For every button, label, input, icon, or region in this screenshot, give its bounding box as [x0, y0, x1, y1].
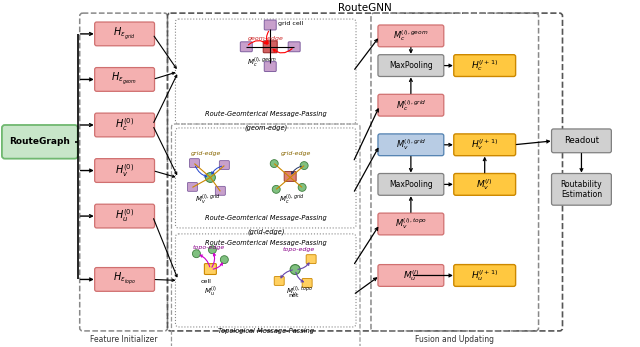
Text: Route-Geomterical Message-Passing: Route-Geomterical Message-Passing — [205, 111, 326, 117]
Text: $M_u^{(l)}$: $M_u^{(l)}$ — [403, 268, 419, 283]
FancyBboxPatch shape — [454, 55, 516, 76]
FancyBboxPatch shape — [2, 125, 77, 159]
Text: $M_c^{(l),grid}$: $M_c^{(l),grid}$ — [279, 193, 305, 206]
FancyBboxPatch shape — [378, 174, 444, 195]
Text: RouteGNN: RouteGNN — [338, 3, 392, 13]
Text: topo-edge: topo-edge — [283, 247, 316, 252]
Text: $H_{\varepsilon_{geom}}$: $H_{\varepsilon_{geom}}$ — [111, 71, 138, 87]
FancyBboxPatch shape — [454, 265, 516, 286]
Text: grid-edge: grid-edge — [191, 151, 221, 156]
FancyBboxPatch shape — [240, 42, 252, 52]
Text: $M_c^{(l),geom}$: $M_c^{(l),geom}$ — [248, 56, 277, 69]
Text: net: net — [288, 293, 298, 298]
Text: $H_c^{(0)}$: $H_c^{(0)}$ — [115, 117, 134, 133]
FancyBboxPatch shape — [378, 25, 444, 47]
Text: (grid-edge): (grid-edge) — [247, 229, 285, 236]
Text: Routability
Estimation: Routability Estimation — [561, 180, 602, 199]
FancyBboxPatch shape — [95, 113, 154, 137]
Circle shape — [298, 184, 306, 191]
Text: $M_v^{(l),topo}$: $M_v^{(l),topo}$ — [395, 217, 427, 231]
Text: Feature Initializer: Feature Initializer — [90, 335, 157, 344]
Text: Readout: Readout — [564, 136, 599, 145]
FancyBboxPatch shape — [95, 268, 154, 291]
Circle shape — [220, 256, 228, 264]
FancyBboxPatch shape — [378, 94, 444, 116]
Text: $H_u^{(l+1)}$: $H_u^{(l+1)}$ — [471, 268, 499, 283]
Text: $M_c^{(l),geom}$: $M_c^{(l),geom}$ — [393, 28, 429, 43]
FancyBboxPatch shape — [378, 55, 444, 76]
FancyBboxPatch shape — [95, 22, 154, 46]
FancyBboxPatch shape — [274, 277, 284, 285]
Text: Route-Geomterical Message-Passing: Route-Geomterical Message-Passing — [205, 215, 326, 221]
Text: $M_v^{(l),grid}$: $M_v^{(l),grid}$ — [195, 193, 221, 206]
Circle shape — [270, 160, 278, 168]
FancyBboxPatch shape — [378, 134, 444, 156]
Text: $H_{\varepsilon_{grid}}$: $H_{\varepsilon_{grid}}$ — [113, 26, 136, 42]
FancyBboxPatch shape — [302, 278, 312, 287]
Text: MaxPooling: MaxPooling — [389, 180, 433, 189]
FancyBboxPatch shape — [263, 41, 277, 53]
Circle shape — [205, 172, 216, 183]
Circle shape — [193, 250, 200, 258]
FancyBboxPatch shape — [188, 183, 197, 191]
FancyBboxPatch shape — [204, 264, 216, 274]
Text: grid-edge: grid-edge — [281, 151, 311, 156]
FancyBboxPatch shape — [284, 171, 296, 181]
Text: grid cell: grid cell — [278, 20, 303, 26]
FancyBboxPatch shape — [378, 213, 444, 235]
Circle shape — [272, 185, 280, 193]
Text: $M_v^{(l),topo}$: $M_v^{(l),topo}$ — [285, 285, 313, 298]
Text: cell: cell — [201, 279, 212, 284]
Text: topo-edge: topo-edge — [193, 245, 225, 250]
Circle shape — [290, 265, 300, 274]
Text: Fusion and Updating: Fusion and Updating — [415, 335, 494, 344]
Text: (geom-edge): (geom-edge) — [244, 125, 287, 132]
Text: $H_{\varepsilon_{topo}}$: $H_{\varepsilon_{topo}}$ — [113, 271, 136, 287]
Text: Topological Message-Passing: Topological Message-Passing — [218, 328, 314, 334]
FancyBboxPatch shape — [216, 186, 225, 195]
FancyBboxPatch shape — [552, 129, 611, 153]
Text: $M_u^{(l)}$: $M_u^{(l)}$ — [204, 285, 217, 298]
FancyBboxPatch shape — [378, 265, 444, 286]
Circle shape — [209, 246, 216, 254]
Text: MaxPooling: MaxPooling — [389, 61, 433, 70]
Circle shape — [300, 162, 308, 170]
Text: Route-Geomterical Message-Passing: Route-Geomterical Message-Passing — [205, 240, 326, 246]
FancyBboxPatch shape — [95, 159, 154, 183]
FancyBboxPatch shape — [306, 255, 316, 264]
Text: $M_v^{(l)}$: $M_v^{(l)}$ — [476, 177, 493, 192]
FancyBboxPatch shape — [552, 174, 611, 205]
Text: $H_v^{(0)}$: $H_v^{(0)}$ — [115, 162, 134, 179]
FancyBboxPatch shape — [264, 62, 276, 71]
FancyBboxPatch shape — [189, 159, 200, 168]
FancyBboxPatch shape — [220, 161, 229, 170]
FancyBboxPatch shape — [95, 204, 154, 228]
FancyBboxPatch shape — [264, 20, 276, 30]
Text: RouteGraph: RouteGraph — [10, 137, 70, 146]
FancyBboxPatch shape — [454, 134, 516, 156]
FancyBboxPatch shape — [95, 68, 154, 91]
Text: $H_c^{(l+1)}$: $H_c^{(l+1)}$ — [471, 58, 499, 73]
Text: geom-edge: geom-edge — [248, 36, 284, 41]
Text: $M_c^{(l),grid}$: $M_c^{(l),grid}$ — [396, 98, 426, 113]
FancyBboxPatch shape — [288, 42, 300, 52]
Text: $H_v^{(l+1)}$: $H_v^{(l+1)}$ — [471, 137, 499, 152]
FancyBboxPatch shape — [454, 174, 516, 195]
Text: $M_v^{(l),grid}$: $M_v^{(l),grid}$ — [396, 137, 426, 152]
Text: $H_u^{(0)}$: $H_u^{(0)}$ — [115, 208, 134, 225]
